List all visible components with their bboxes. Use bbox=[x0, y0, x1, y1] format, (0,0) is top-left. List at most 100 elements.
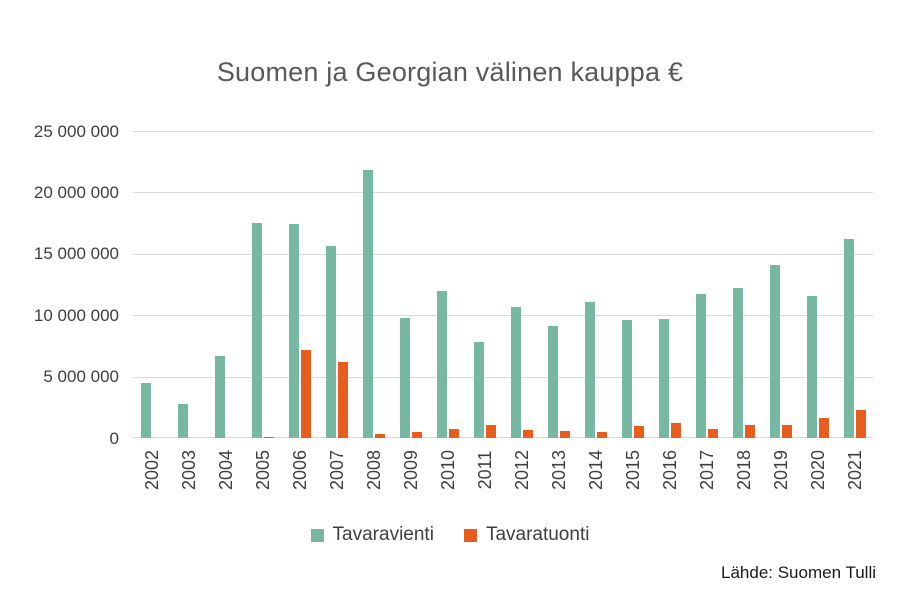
import-bar-2009 bbox=[411, 432, 422, 438]
bar-group-2019 bbox=[762, 131, 799, 438]
y-tick-label-0: 0 bbox=[109, 428, 119, 448]
import-bar-2012 bbox=[522, 430, 533, 438]
bar-group-2016 bbox=[651, 131, 688, 438]
bar-group-2012 bbox=[503, 131, 540, 438]
x-tick-label-2018: 2018 bbox=[733, 449, 754, 491]
x-tick-label-2009: 2009 bbox=[400, 449, 421, 491]
x-tick-label-2020: 2020 bbox=[807, 449, 828, 491]
x-tick-label-2017: 2017 bbox=[696, 449, 717, 491]
x-tick-label-2002: 2002 bbox=[141, 449, 162, 491]
bar-group-2010 bbox=[429, 131, 466, 438]
x-tick-label-2008: 2008 bbox=[363, 449, 384, 491]
x-tick-label-2003: 2003 bbox=[178, 449, 199, 491]
x-tick-label-2013: 2013 bbox=[548, 449, 569, 491]
gridline-10000000 bbox=[133, 315, 873, 317]
x-tick-label-2007: 2007 bbox=[326, 449, 347, 491]
export-bar-2003 bbox=[177, 403, 188, 438]
bar-group-2014 bbox=[577, 131, 614, 438]
source-note: Lähde: Suomen Tulli bbox=[721, 563, 876, 582]
gridline-25000000 bbox=[133, 131, 873, 132]
import-bar-2005 bbox=[263, 437, 274, 438]
x-tick-label-2010: 2010 bbox=[437, 449, 458, 491]
bar-groups bbox=[133, 131, 873, 438]
bar-group-2018 bbox=[725, 131, 762, 438]
export-bar-2010 bbox=[436, 290, 447, 438]
export-bar-2009 bbox=[399, 317, 410, 438]
x-tick-label-2016: 2016 bbox=[659, 449, 680, 491]
bar-group-2021 bbox=[836, 131, 873, 438]
bar-group-2017 bbox=[688, 131, 725, 438]
import-bar-2017 bbox=[707, 428, 718, 438]
legend-label-tavaravienti: Tavaravienti bbox=[332, 524, 434, 545]
import-bar-2016 bbox=[670, 423, 681, 438]
legend-item-tavaravienti: Tavaravienti bbox=[310, 524, 434, 546]
export-bar-2014 bbox=[584, 301, 595, 438]
gridline-15000000 bbox=[133, 253, 873, 255]
export-bar-2015 bbox=[621, 320, 632, 438]
export-bar-2007 bbox=[325, 246, 336, 438]
export-bar-2017 bbox=[695, 294, 706, 438]
import-bar-2014 bbox=[596, 431, 607, 438]
x-tick-label-2014: 2014 bbox=[585, 449, 606, 491]
export-bar-2012 bbox=[510, 306, 521, 438]
x-tick-label-2004: 2004 bbox=[215, 449, 236, 491]
import-bar-2021 bbox=[855, 409, 866, 438]
bar-group-2005 bbox=[244, 131, 281, 438]
export-bar-2011 bbox=[473, 342, 484, 438]
export-bar-2008 bbox=[362, 170, 373, 438]
export-bar-2004 bbox=[214, 355, 225, 438]
x-tick-label-2021: 2021 bbox=[844, 449, 865, 491]
x-tick-label-2019: 2019 bbox=[770, 449, 791, 491]
import-bar-2008 bbox=[374, 434, 385, 438]
bar-group-2003 bbox=[170, 131, 207, 438]
bar-group-2006 bbox=[281, 131, 318, 438]
export-bar-2013 bbox=[547, 326, 558, 438]
x-axis-labels: 2002 2003 2004 2005 2006 2007 2008 2009 2010 2011… bbox=[133, 437, 873, 499]
bar-group-2002 bbox=[133, 131, 170, 438]
x-tick-label-2005: 2005 bbox=[252, 449, 273, 491]
bar-group-2007 bbox=[318, 131, 355, 438]
y-tick-label-5000000: 5 000 000 bbox=[43, 367, 119, 387]
legend-item-tavaratuonti: Tavaratuonti bbox=[463, 524, 590, 546]
export-bar-2018 bbox=[732, 288, 743, 438]
gridline-0 bbox=[133, 437, 873, 438]
bar-group-2013 bbox=[540, 131, 577, 438]
import-bar-2010 bbox=[448, 429, 459, 438]
bar-group-2015 bbox=[614, 131, 651, 438]
import-bar-2020 bbox=[818, 418, 829, 438]
plot-area bbox=[133, 131, 873, 438]
export-bar-2005 bbox=[251, 223, 262, 438]
import-bar-2006 bbox=[300, 349, 311, 438]
legend: Tavaravienti Tavaratuonti bbox=[0, 524, 900, 546]
legend-label-tavaratuonti: Tavaratuonti bbox=[485, 524, 590, 545]
x-tick-label-2015: 2015 bbox=[622, 449, 643, 491]
y-tick-label-10000000: 10 000 000 bbox=[33, 305, 119, 325]
y-tick-label-15000000: 15 000 000 bbox=[33, 244, 119, 264]
y-tick-label-20000000: 20 000 000 bbox=[33, 182, 119, 202]
import-bar-2007 bbox=[337, 361, 348, 438]
import-bar-2019 bbox=[781, 424, 792, 438]
chart-title: Suomen ja Georgian välinen kauppa € bbox=[216, 57, 684, 87]
export-bar-2002 bbox=[140, 382, 151, 438]
import-bar-2013 bbox=[559, 431, 570, 438]
legend-swatch-tavaratuonti bbox=[463, 528, 477, 542]
export-bar-2021 bbox=[843, 239, 854, 438]
bar-group-2008 bbox=[355, 131, 392, 438]
bar-group-2020 bbox=[799, 131, 836, 438]
export-bar-2019 bbox=[769, 264, 780, 438]
bar-group-2009 bbox=[392, 131, 429, 438]
import-bar-2018 bbox=[744, 425, 755, 438]
bar-group-2011 bbox=[466, 131, 503, 438]
gridline-5000000 bbox=[133, 376, 873, 378]
x-tick-label-2006: 2006 bbox=[289, 449, 310, 491]
gridline-20000000 bbox=[133, 192, 873, 194]
bar-group-2004 bbox=[207, 131, 244, 438]
import-bar-2011 bbox=[485, 424, 496, 438]
legend-swatch-tavaravienti bbox=[310, 528, 324, 542]
x-tick-label-2011: 2011 bbox=[474, 450, 495, 490]
export-bar-2020 bbox=[806, 295, 817, 438]
import-bar-2015 bbox=[633, 426, 644, 438]
export-bar-2016 bbox=[658, 318, 669, 438]
y-tick-label-25000000: 25 000 000 bbox=[33, 121, 119, 141]
